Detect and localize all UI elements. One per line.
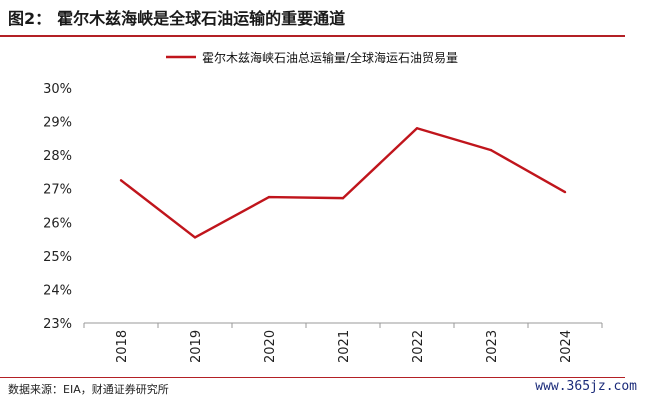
- figure-title: 图2： 霍尔木兹海峡是全球石油运输的重要通道: [8, 5, 345, 29]
- y-tick-label: 30%: [43, 82, 72, 97]
- x-tick-label: 2022: [411, 330, 426, 363]
- y-axis: 23% 24% 25% 26% 27% 28% 29% 30%: [43, 82, 72, 332]
- y-tick-label: 28%: [43, 149, 72, 164]
- title-divider: [0, 35, 625, 37]
- data-point: [119, 179, 123, 182]
- data-point: [489, 148, 493, 152]
- y-tick-label: 23%: [43, 317, 72, 332]
- legend-label: 霍尔木兹海峡石油总运输量/全球海运石油贸易量: [202, 50, 458, 65]
- data-point: [267, 195, 271, 199]
- x-tick-label: 2018: [115, 330, 130, 363]
- y-tick-label: 29%: [43, 116, 72, 131]
- legend: 霍尔木兹海峡石油总运输量/全球海运石油贸易量: [166, 50, 458, 65]
- series-group: [119, 127, 567, 239]
- y-tick-label: 27%: [43, 183, 72, 198]
- y-tick-label: 26%: [43, 216, 72, 231]
- figure-title-text: 霍尔木兹海峡是全球石油运输的重要通道: [57, 9, 346, 28]
- data-point: [341, 196, 345, 200]
- x-tick-label: 2020: [263, 330, 278, 363]
- source-note: 数据来源：EIA，财通证券研究所: [8, 383, 169, 396]
- y-tick-label: 24%: [43, 283, 72, 298]
- data-point: [563, 190, 567, 194]
- footer-divider: [0, 377, 625, 378]
- x-tick-label: 2021: [337, 330, 352, 363]
- x-axis: 2018 2019 2020 2021 2022 2023 2024: [83, 322, 603, 363]
- figure-number: 图2：: [8, 9, 52, 28]
- data-point: [193, 236, 197, 239]
- watermark: www.365jz.com: [535, 379, 637, 394]
- series-line: [120, 127, 566, 239]
- x-tick-label: 2024: [559, 330, 574, 363]
- y-tick-label: 25%: [43, 250, 72, 265]
- data-point: [415, 127, 419, 130]
- x-tick-label: 2019: [189, 330, 204, 363]
- x-tick-label: 2023: [485, 330, 500, 363]
